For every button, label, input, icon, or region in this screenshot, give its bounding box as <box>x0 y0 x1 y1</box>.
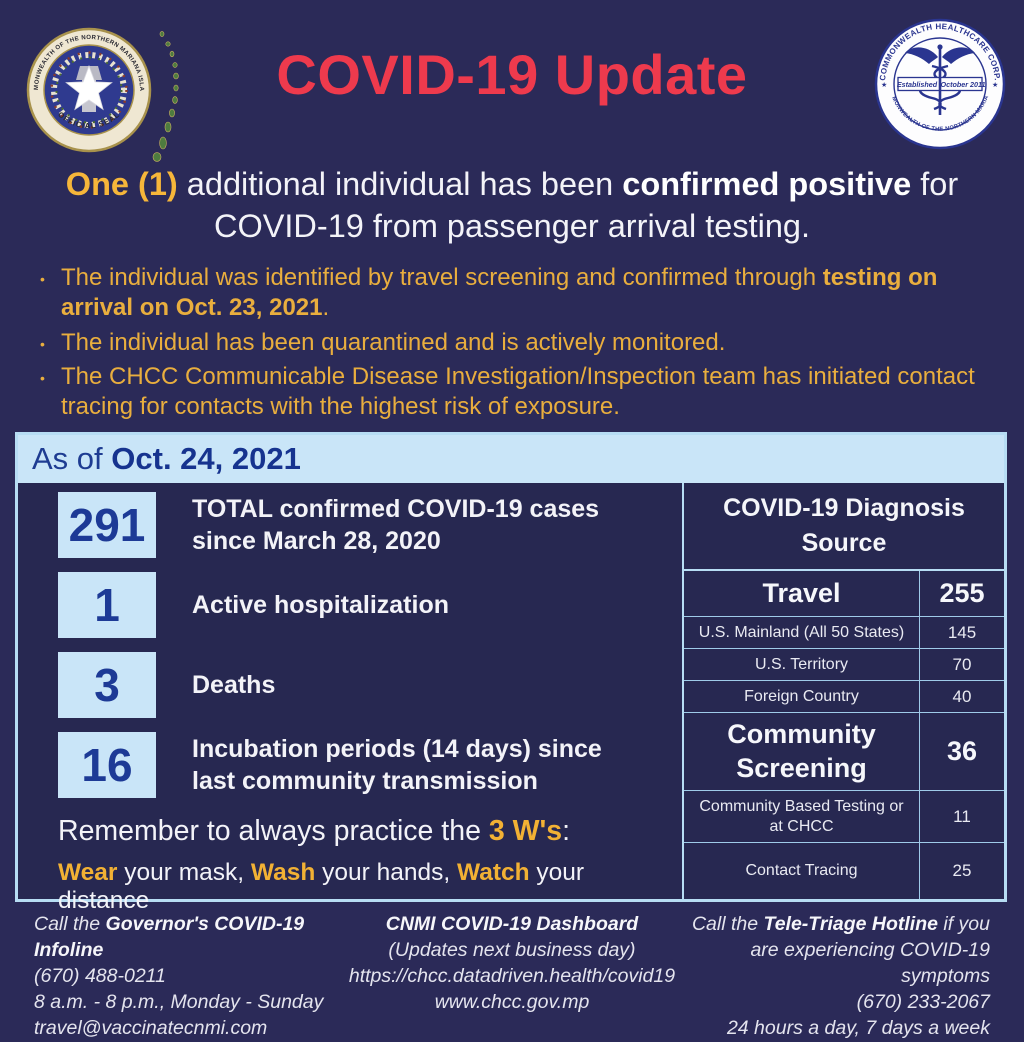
chcc-logo-icon: COMMONWEALTH HEALTHCARE CORP. COMMONWEAL… <box>872 16 1006 150</box>
bullet-list: • The individual was identified by trave… <box>40 263 992 427</box>
island-chain-icon <box>152 31 179 162</box>
footer-text: if you <box>937 913 990 935</box>
stat-label: Incubation periods (14 days) since last … <box>192 734 602 796</box>
table-cell-value: 145 <box>947 622 977 642</box>
stat-row-incubation: 16 Incubation periods (14 days) since la… <box>58 732 682 798</box>
bullet-dot-icon: • <box>40 335 45 352</box>
chcc-url[interactable]: www.chcc.gov.mp <box>434 990 590 1013</box>
bullet-bold-text: testing on arrival on Oct. 23, 2021 <box>61 264 938 321</box>
reminder-highlight: 3 W's <box>488 815 563 847</box>
table-cell-value: 40 <box>952 686 972 706</box>
star-separator-icon: ★ <box>992 81 998 89</box>
table-row: Travel 255 <box>684 571 1004 617</box>
table-row: Foreign Country 40 <box>684 681 1004 713</box>
as-of-bar: As of Oct. 24, 2021 <box>18 435 1004 483</box>
footer-dashboard: CNMI COVID-19 Dashboard (Updates next bu… <box>348 912 676 1042</box>
as-of-prefix: As of <box>32 441 112 476</box>
table-row: Community Based Testing or at CHCC 11 <box>684 791 1004 843</box>
table-row: Contact Tracing 25 <box>684 843 1004 899</box>
table-cell-label: Community Based Testing or at CHCC <box>684 791 920 842</box>
chcc-banner-right: October 2011 <box>940 80 985 89</box>
headline-highlight: One (1) <box>65 166 178 202</box>
table-cell-value: 70 <box>952 654 972 674</box>
infoline-name: Governor's COVID-19 Infoline <box>34 913 305 961</box>
chcc-banner-left: Established <box>897 80 938 89</box>
bullet-dot-icon: • <box>40 271 45 287</box>
table-row: Community Screening 36 <box>684 713 1004 791</box>
footer-text: Call the <box>34 913 106 935</box>
hotline-phone: (670) 233-2067 <box>856 990 990 1013</box>
bullet-item: • The individual has been quarantined an… <box>40 328 992 358</box>
w-text: your distance <box>58 859 585 914</box>
stat-label: Deaths <box>192 670 276 699</box>
bullet-dot-icon: • <box>40 370 45 387</box>
table-cell-label: Contact Tracing <box>684 843 920 899</box>
reminder-text: Remember to always practice the <box>58 815 489 847</box>
footer-infoline: Call the Governor's COVID-19 Infoline (6… <box>0 912 348 1042</box>
w-wear: Wear <box>58 859 118 886</box>
stat-value: 291 <box>58 492 156 558</box>
bullet-text: The individual has been quarantined and … <box>61 328 726 356</box>
hotline-name: Tele-Triage Hotline <box>763 913 938 935</box>
caduceus-icon: Established October 2011 <box>897 44 986 115</box>
table-cell-label: Community Screening <box>684 713 920 790</box>
as-of-date: Oct. 24, 2021 <box>111 441 301 476</box>
stat-label: Active hospitalization <box>192 590 449 619</box>
diagnosis-source-table: COVID-19 Diagnosis Source Travel 255 U.S… <box>682 483 1004 899</box>
three-ws-line: Wear your mask, Wash your hands, Watch y… <box>58 859 682 915</box>
headline-text: additional individual has been <box>177 166 623 202</box>
table-row: U.S. Mainland (All 50 States) 145 <box>684 617 1004 649</box>
w-wash: Wash <box>250 859 316 886</box>
dashboard-note: (Updates next business day) <box>388 938 636 961</box>
hotline-hours: 24 hours a day, 7 days a week <box>726 1016 990 1039</box>
stat-row-hospitalization: 1 Active hospitalization <box>58 572 682 638</box>
stat-value: 3 <box>58 652 156 718</box>
w-text: your hands, <box>315 859 457 886</box>
bullet-item: • The CHCC Communicable Disease Investig… <box>40 362 992 422</box>
reminder-text: : <box>562 815 571 847</box>
stat-value: 1 <box>58 572 156 638</box>
infoline-email[interactable]: travel@vaccinatecnmi.com <box>34 1016 268 1039</box>
table-title: COVID-19 Diagnosis Source <box>684 483 1004 571</box>
table-cell-label: Foreign Country <box>684 681 920 712</box>
dashboard-name: CNMI COVID-19 Dashboard <box>385 913 639 935</box>
footer: Call the Governor's COVID-19 Infoline (6… <box>0 912 1024 1042</box>
table-cell-value: 36 <box>946 736 978 766</box>
footer-text: Call the <box>691 913 764 935</box>
table-cell-label: U.S. Territory <box>684 649 920 680</box>
headline-bold: confirmed positive <box>622 166 912 202</box>
table-cell-value: 25 <box>952 861 972 880</box>
w-watch: Watch <box>456 859 530 886</box>
stat-row-deaths: 3 Deaths <box>58 652 682 718</box>
cnmi-official-seal-icon: COMMONWEALTH OF THE NORTHERN MARIANA ISL… <box>24 20 179 162</box>
bullet-text: The CHCC Communicable Disease Investigat… <box>61 363 975 420</box>
footer-hotline: Call the Tele-Triage Hotline if you are … <box>676 912 1024 1042</box>
stat-label: TOTAL confirmed COVID-19 cases since Mar… <box>192 494 600 556</box>
infoline-phone: (670) 488-0211 <box>34 964 166 987</box>
table-cell-label: Travel <box>684 571 920 616</box>
table-cell-value: 11 <box>953 806 971 826</box>
page-title: COVID-19 Update <box>276 43 748 106</box>
table-cell-label: U.S. Mainland (All 50 States) <box>684 617 920 648</box>
headline-text: for COVID-19 from passenger arrival test… <box>213 166 959 244</box>
headline: One (1) additional individual has been c… <box>58 164 966 247</box>
stat-row-total-cases: 291 TOTAL confirmed COVID-19 cases since… <box>58 492 682 558</box>
stat-value: 16 <box>58 732 156 798</box>
stats-panel: As of Oct. 24, 2021 291 TOTAL confirmed … <box>15 432 1007 914</box>
infoline-hours: 8 a.m. - 8 p.m., Monday - Sunday <box>34 990 324 1013</box>
bullet-text: . <box>322 293 330 321</box>
w-text: your mask, <box>117 859 251 886</box>
table-row: U.S. Territory 70 <box>684 649 1004 681</box>
hotline-line2: are experiencing COVID-19 symptoms <box>750 938 990 987</box>
bullet-text: The individual was identified by travel … <box>61 264 823 291</box>
key-stats-section: 291 TOTAL confirmed COVID-19 cases since… <box>18 483 682 914</box>
table-cell-value: 255 <box>939 578 985 608</box>
reminder-line: Remember to always practice the 3 W's: <box>58 815 682 848</box>
dashboard-url[interactable]: https://chcc.datadriven.health/covid19 <box>348 964 676 987</box>
star-separator-icon: ★ <box>881 81 887 89</box>
bullet-item: • The individual was identified by trave… <box>40 263 992 323</box>
